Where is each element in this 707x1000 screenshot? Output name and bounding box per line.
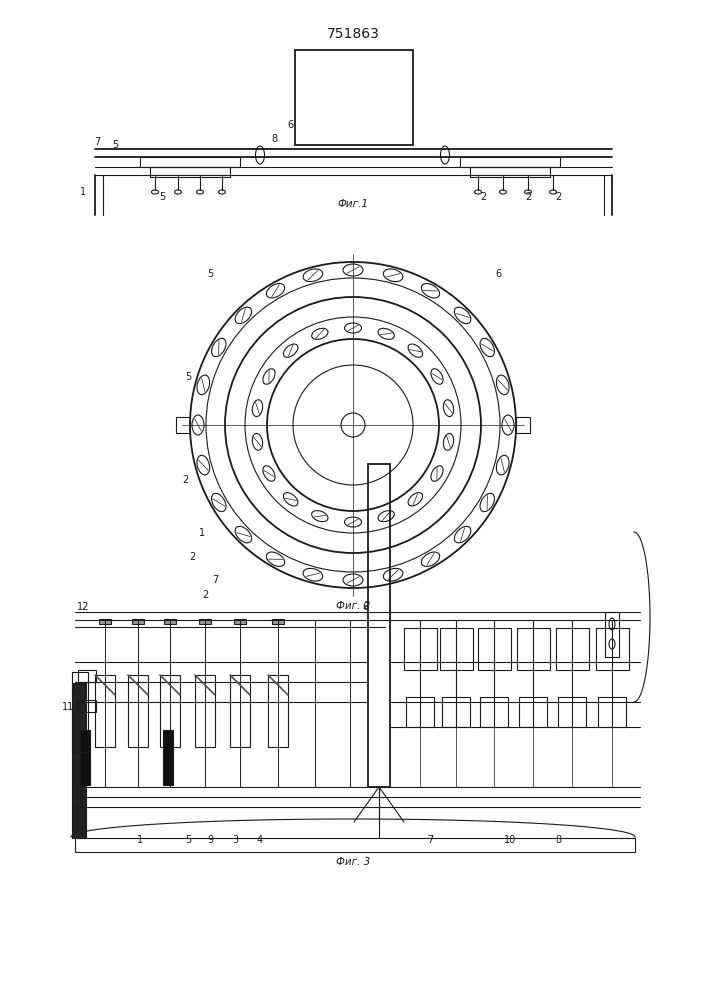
Bar xyxy=(519,697,547,727)
Text: 2: 2 xyxy=(480,192,486,202)
Bar xyxy=(195,675,215,747)
Bar xyxy=(605,612,619,657)
Bar xyxy=(72,683,86,838)
Text: 5: 5 xyxy=(207,269,213,279)
Text: 7: 7 xyxy=(427,835,433,845)
Text: Фиг. 2: Фиг. 2 xyxy=(336,601,370,611)
Bar xyxy=(272,619,284,624)
Text: 4: 4 xyxy=(257,835,263,845)
Text: 8: 8 xyxy=(271,134,277,144)
Bar xyxy=(150,167,230,177)
Bar xyxy=(516,417,530,433)
Bar xyxy=(368,464,390,787)
Text: 7: 7 xyxy=(94,137,100,147)
Bar xyxy=(442,697,470,727)
Text: 2: 2 xyxy=(525,192,531,202)
Text: 1: 1 xyxy=(137,835,143,845)
Text: 751863: 751863 xyxy=(327,27,380,41)
Bar xyxy=(556,628,589,670)
Bar xyxy=(230,675,250,747)
Bar xyxy=(78,700,96,712)
Bar xyxy=(558,697,586,727)
Text: 1: 1 xyxy=(199,528,205,538)
Bar xyxy=(199,619,211,624)
Bar xyxy=(128,675,148,747)
Bar xyxy=(234,619,246,624)
Bar xyxy=(268,675,288,747)
Bar xyxy=(80,730,90,785)
Bar xyxy=(163,730,173,785)
Bar xyxy=(404,628,437,670)
Bar xyxy=(480,697,508,727)
Bar xyxy=(132,619,144,624)
Text: 7: 7 xyxy=(212,575,218,585)
Text: Фиг.1: Фиг.1 xyxy=(337,199,368,209)
Bar xyxy=(176,417,190,433)
Text: 1: 1 xyxy=(80,187,86,197)
Bar xyxy=(72,672,88,752)
Text: 8: 8 xyxy=(555,835,561,845)
Text: 2: 2 xyxy=(202,590,208,600)
Text: 11: 11 xyxy=(62,702,74,712)
Text: 5: 5 xyxy=(185,835,191,845)
Text: 5: 5 xyxy=(159,192,165,202)
Text: 6: 6 xyxy=(287,120,293,130)
Text: 6: 6 xyxy=(362,602,368,612)
Bar xyxy=(160,675,180,747)
Bar xyxy=(99,619,111,624)
Text: 9: 9 xyxy=(207,835,213,845)
Text: 2: 2 xyxy=(189,552,195,562)
Bar xyxy=(75,838,635,852)
Bar xyxy=(406,697,434,727)
Bar xyxy=(440,628,473,670)
Bar xyxy=(598,697,626,727)
Text: 6: 6 xyxy=(495,269,501,279)
Bar xyxy=(78,670,96,682)
Bar xyxy=(95,675,115,747)
Text: 2: 2 xyxy=(182,475,188,485)
Bar xyxy=(164,619,176,624)
Bar xyxy=(140,157,240,167)
Text: 5: 5 xyxy=(185,372,191,382)
Text: Фиг. 3: Фиг. 3 xyxy=(336,857,370,867)
Bar xyxy=(295,50,413,145)
Bar xyxy=(460,157,560,167)
Text: 10: 10 xyxy=(504,835,516,845)
Bar xyxy=(517,628,550,670)
Bar xyxy=(596,628,629,670)
Bar xyxy=(478,628,511,670)
Text: 2: 2 xyxy=(555,192,561,202)
Text: 5: 5 xyxy=(112,140,118,150)
Text: 3: 3 xyxy=(232,835,238,845)
Bar xyxy=(470,167,550,177)
Text: 12: 12 xyxy=(77,602,89,612)
